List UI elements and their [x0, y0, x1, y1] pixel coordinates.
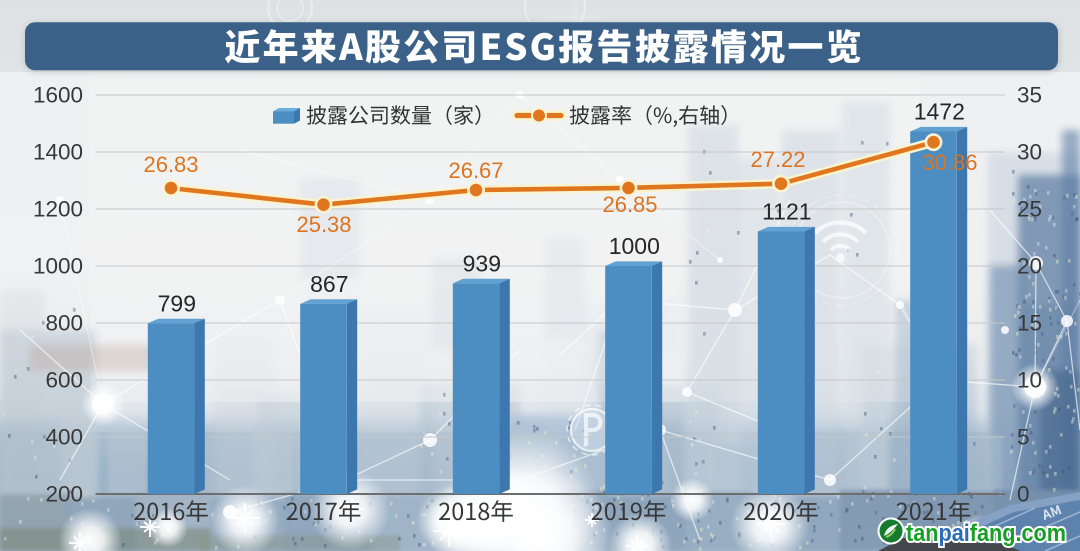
svg-text:800: 800: [45, 311, 83, 336]
svg-text:10: 10: [1017, 368, 1042, 393]
svg-text:30: 30: [1017, 140, 1042, 165]
svg-text:tanpaifang.com: tanpaifang.com: [906, 520, 1066, 547]
svg-text:5: 5: [1017, 425, 1030, 450]
svg-text:26.85: 26.85: [602, 192, 657, 217]
svg-text:1000: 1000: [609, 233, 660, 259]
svg-text:799: 799: [158, 290, 196, 316]
svg-text:1400: 1400: [33, 140, 83, 165]
svg-text:1600: 1600: [33, 83, 83, 108]
svg-text:1200: 1200: [33, 197, 83, 222]
svg-text:26.83: 26.83: [143, 152, 198, 177]
svg-text:400: 400: [45, 425, 83, 450]
svg-text:1121: 1121: [762, 199, 811, 225]
svg-text:15: 15: [1017, 311, 1042, 336]
svg-text:30.86: 30.86: [922, 150, 977, 175]
svg-text:35: 35: [1017, 83, 1042, 108]
svg-text:20: 20: [1017, 254, 1042, 279]
svg-text:25.38: 25.38: [296, 212, 351, 237]
svg-text:27.22: 27.22: [750, 147, 805, 172]
svg-text:25: 25: [1017, 197, 1042, 222]
svg-text:600: 600: [45, 368, 83, 393]
svg-text:26.67: 26.67: [448, 158, 503, 183]
svg-text:1472: 1472: [914, 99, 965, 125]
svg-text:0: 0: [1017, 482, 1030, 507]
svg-text:939: 939: [463, 250, 501, 276]
svg-text:200: 200: [45, 482, 83, 507]
svg-text:1000: 1000: [33, 254, 83, 279]
svg-text:867: 867: [310, 271, 348, 297]
